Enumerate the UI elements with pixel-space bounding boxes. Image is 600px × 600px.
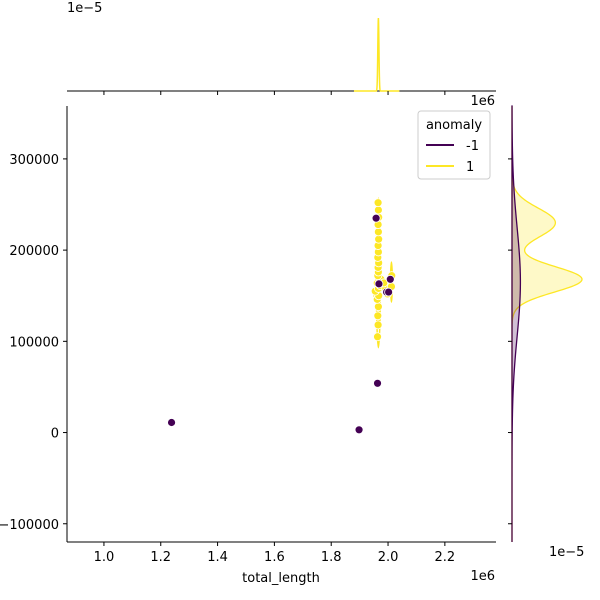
right-marginal-kde-anomaly-neg1 xyxy=(511,105,522,542)
scatter-point-anomaly-neg1 xyxy=(371,213,381,223)
scatter-point-anomaly-1 xyxy=(373,332,382,342)
scatter-point-anomaly-1 xyxy=(374,234,384,244)
right-marginal-kde-anomaly-1 xyxy=(511,106,583,542)
scatter-point-anomaly-neg1 xyxy=(167,418,176,427)
y-tick-label: 100000 xyxy=(9,335,59,350)
x-axis-label: total_length xyxy=(242,571,320,586)
x-tick-label: 1.8 xyxy=(321,550,342,565)
legend: anomaly -1 1 xyxy=(417,110,491,180)
scatter-point-anomaly-1 xyxy=(373,302,383,312)
scatter-point-anomaly-1 xyxy=(373,227,383,237)
scatter-point-anomaly-1 xyxy=(373,205,383,215)
y-tick-label: −100000 xyxy=(0,518,59,533)
main-axes: 1.0 1.2 1.4 1.6 1.8 2.0 2.2 −100000 0 100000 2000… xyxy=(0,91,512,586)
x-tick-label: 1.4 xyxy=(207,550,228,565)
scatter-point-anomaly-1 xyxy=(373,198,383,208)
scatter-point-anomaly-neg1 xyxy=(385,274,395,284)
legend-label-anomaly-neg1: -1 xyxy=(466,139,479,154)
x-tick-label: 2.2 xyxy=(435,550,456,565)
x-offset-label: 1e6 xyxy=(470,569,495,584)
scatter-point-anomaly-neg1 xyxy=(373,378,382,388)
scatter-point-anomaly-1 xyxy=(373,320,383,330)
scatter-point-anomaly-neg1 xyxy=(384,287,394,297)
right-marginal-plot: 1e−5 xyxy=(511,105,584,560)
scatter-point-anomaly-1 xyxy=(373,311,383,321)
top-marginal-offset-label: 1e−5 xyxy=(67,1,102,16)
top-marginal-kde-anomaly-1 xyxy=(353,17,400,92)
x-tick-label: 1.0 xyxy=(94,550,115,565)
scatter-point-anomaly-neg1 xyxy=(354,425,364,435)
legend-label-anomaly-1: 1 xyxy=(466,160,474,175)
y-tick-label: 200000 xyxy=(9,244,59,259)
x-tick-label: 1.2 xyxy=(150,550,171,565)
y-offset-label: 1e6 xyxy=(470,94,495,109)
top-marginal-plot: 1e−5 xyxy=(67,1,496,92)
right-marginal-offset-label: 1e−5 xyxy=(549,545,584,560)
legend-title: anomaly xyxy=(426,118,482,133)
scatter-point-anomaly-neg1 xyxy=(374,279,384,289)
x-tick-label: 1.6 xyxy=(264,550,285,565)
x-tick-label: 2.0 xyxy=(378,550,399,565)
y-tick-label: 300000 xyxy=(9,153,59,168)
y-tick-label: 0 xyxy=(51,427,59,442)
